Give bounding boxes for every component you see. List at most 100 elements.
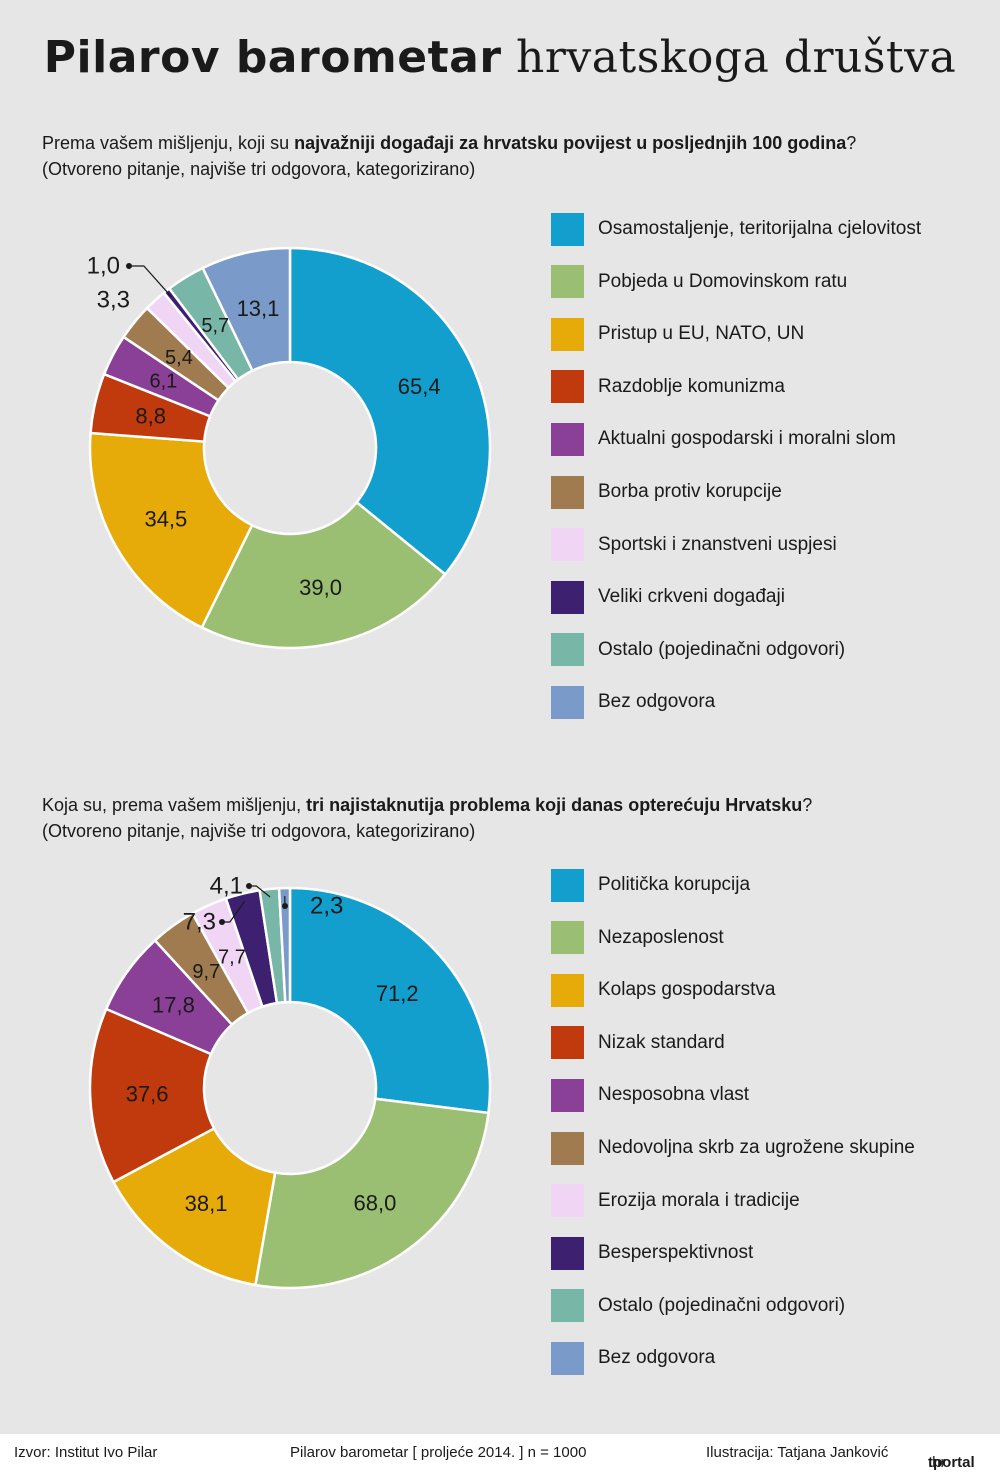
legend-swatch xyxy=(551,265,584,299)
donut-slice xyxy=(111,1126,277,1287)
legend-item: Razdoblje komunizma xyxy=(551,370,991,404)
donut-slice xyxy=(288,246,492,577)
legend-swatch xyxy=(551,1236,584,1270)
donut-slice xyxy=(200,500,447,650)
legend-swatch xyxy=(551,633,584,667)
legend-label: Nezaposlenost xyxy=(598,926,724,948)
footer-source: Izvor: Institut Ivo Pilar xyxy=(14,1444,158,1461)
legend-swatch xyxy=(551,1184,584,1218)
question-1-text: Prema vašem mišljenju, koji su najvažnij… xyxy=(42,130,972,156)
question-2-note: (Otvoreno pitanje, najviše tri odgovora,… xyxy=(42,821,476,841)
slice-value-label: 1,0 xyxy=(87,253,120,280)
question-2: Koja su, prema vašem mišljenju, tri naji… xyxy=(42,792,972,844)
question-1-bold: najvažniji događaji za hrvatsku povijest… xyxy=(294,133,847,153)
slice-value-label: 37,6 xyxy=(126,1081,169,1106)
slice-value-label: 38,1 xyxy=(185,1191,228,1216)
legend-label: Aktualni gospodarski i moralni slom xyxy=(598,428,896,450)
question-1: Prema vašem mišljenju, koji su najvažnij… xyxy=(42,130,972,182)
legend-label: Pristup u EU, NATO, UN xyxy=(598,323,805,345)
slice-value-label: 34,5 xyxy=(144,507,187,532)
legend-item: Sportski i znanstveni uspjesi xyxy=(551,528,991,562)
legend-label: Erozija morala i tradicije xyxy=(598,1189,800,1211)
legend-item: Bez odgovora xyxy=(551,685,991,719)
legend-swatch xyxy=(551,1341,584,1375)
title-light: hrvatskoga društva xyxy=(516,32,957,83)
slice-value-label: 5,4 xyxy=(165,347,193,369)
logo-suffix: .hr xyxy=(928,1454,946,1471)
slice-value-label: 4,1 xyxy=(210,873,243,900)
legend-label: Veliki crkveni događaji xyxy=(598,586,785,608)
legend-label: Bez odgovora xyxy=(598,691,716,713)
footer-illustration: Ilustracija: Tatjana Janković xyxy=(706,1444,889,1461)
legend-item: Ostalo (pojedinačni odgovori) xyxy=(551,633,991,667)
legend-label: Borba protiv korupcije xyxy=(598,481,782,502)
legend-swatch xyxy=(551,212,584,246)
slice-value-label: 8,8 xyxy=(135,403,166,428)
legend-label: Nizak standard xyxy=(598,1031,725,1053)
legend-swatch xyxy=(551,528,584,562)
slice-value-label: 65,4 xyxy=(398,374,441,399)
legend-swatch xyxy=(551,475,584,509)
legend-label: Nesposobna vlast xyxy=(598,1084,750,1106)
legend-label: Nedovoljna skrb za ugrožene skupine xyxy=(598,1137,915,1158)
legend-swatch xyxy=(551,580,584,614)
donut-slice xyxy=(277,886,292,1004)
legend-item: Pristup u EU, NATO, UN xyxy=(551,317,991,351)
slice-value-label: 7,7 xyxy=(218,946,246,968)
legend-label: Osamostaljenje, teritorijalna cjelovitos… xyxy=(598,218,922,239)
footer-survey-info: Pilarov barometar [ proljeće 2014. ] n =… xyxy=(290,1444,587,1461)
legend-item: Pobjeda u Domovinskom ratu xyxy=(551,265,991,299)
legend-item: Besperspektivnost xyxy=(551,1236,991,1270)
legend-label: Ostalo (pojedinačni odgovori) xyxy=(598,638,846,660)
callout-dot xyxy=(219,919,225,925)
legend-item: Politička korupcija xyxy=(551,868,991,902)
donut-chart-history-events: 65,4 39,0 34,5 8,8 6,15,4 3,3 1,0 5,7 13,1 xyxy=(87,246,492,650)
legend-label: Razdoblje komunizma xyxy=(598,375,785,397)
question-1-note: (Otvoreno pitanje, najviše tri odgovora,… xyxy=(42,159,476,179)
legend-item: Borba protiv korupcije xyxy=(551,475,991,509)
question-2-bold: tri najistaknutija problema koji danas o… xyxy=(306,795,803,815)
slice-value-label: 6,1 xyxy=(149,371,177,393)
slice-value-label: 7,3 xyxy=(183,909,216,936)
slice-value-label: 13,1 xyxy=(237,296,280,321)
slice-value-label: 2,3 xyxy=(310,893,343,920)
logo-text: tportal xyxy=(928,1454,975,1471)
legend-swatch xyxy=(551,868,584,902)
legend-swatch xyxy=(551,685,584,719)
legend-item: Bez odgovora xyxy=(551,1341,991,1375)
title-bold: Pilarov barometar xyxy=(43,32,502,83)
legend-item: Kolaps gospodarstva xyxy=(551,973,991,1007)
legend-swatch xyxy=(551,973,584,1007)
slice-value-label: 3,3 xyxy=(97,287,130,314)
legend-label: Sportski i znanstveni uspjesi xyxy=(598,533,837,555)
legend-swatch xyxy=(551,370,584,404)
question-1-pre: Prema vašem mišljenju, koji su xyxy=(42,133,295,153)
callout-dot xyxy=(282,903,288,909)
legend-label: Kolaps gospodarstva xyxy=(598,979,776,1001)
donut-slice xyxy=(88,1007,216,1184)
callout-line xyxy=(129,265,172,298)
legend-swatch xyxy=(551,921,584,955)
legend-item: Nesposobna vlast xyxy=(551,1078,991,1112)
legend-item: Osamostaljenje, teritorijalna cjelovitos… xyxy=(551,212,991,246)
donut-slice xyxy=(201,246,292,373)
legend-item: Nedovoljna skrb za ugrožene skupine xyxy=(551,1131,991,1165)
slice-value-label: 5,7 xyxy=(201,315,229,337)
question-1-post: ? xyxy=(846,133,857,153)
footer: Izvor: Institut Ivo Pilar Pilarov barome… xyxy=(0,1434,1000,1473)
legend-item: Erozija morala i tradicije xyxy=(551,1184,991,1218)
question-2-post: ? xyxy=(802,795,813,815)
legend-item: Veliki crkveni događaji xyxy=(551,580,991,614)
legend-item: Aktualni gospodarski i moralni slom xyxy=(551,422,991,456)
slice-value-label: 17,8 xyxy=(152,993,195,1018)
question-2-text: Koja su, prema vašem mišljenju, tri naji… xyxy=(42,792,972,818)
legend-item: Ostalo (pojedinačni odgovori) xyxy=(551,1289,991,1323)
donut-chart-problems: 71,2 68,0 38,1 37,6 17,8 9,77,77,3 4,1 2,3 xyxy=(88,873,492,1290)
slice-value-label: 9,7 xyxy=(192,961,220,983)
legend-label: Pobjeda u Domovinskom ratu xyxy=(598,270,848,292)
question-2-pre: Koja su, prema vašem mišljenju, xyxy=(42,795,307,815)
donut-slice xyxy=(88,431,254,630)
legend-swatch xyxy=(551,317,584,351)
callout-dot xyxy=(126,263,132,269)
slice-value-label: 71,2 xyxy=(376,981,419,1006)
